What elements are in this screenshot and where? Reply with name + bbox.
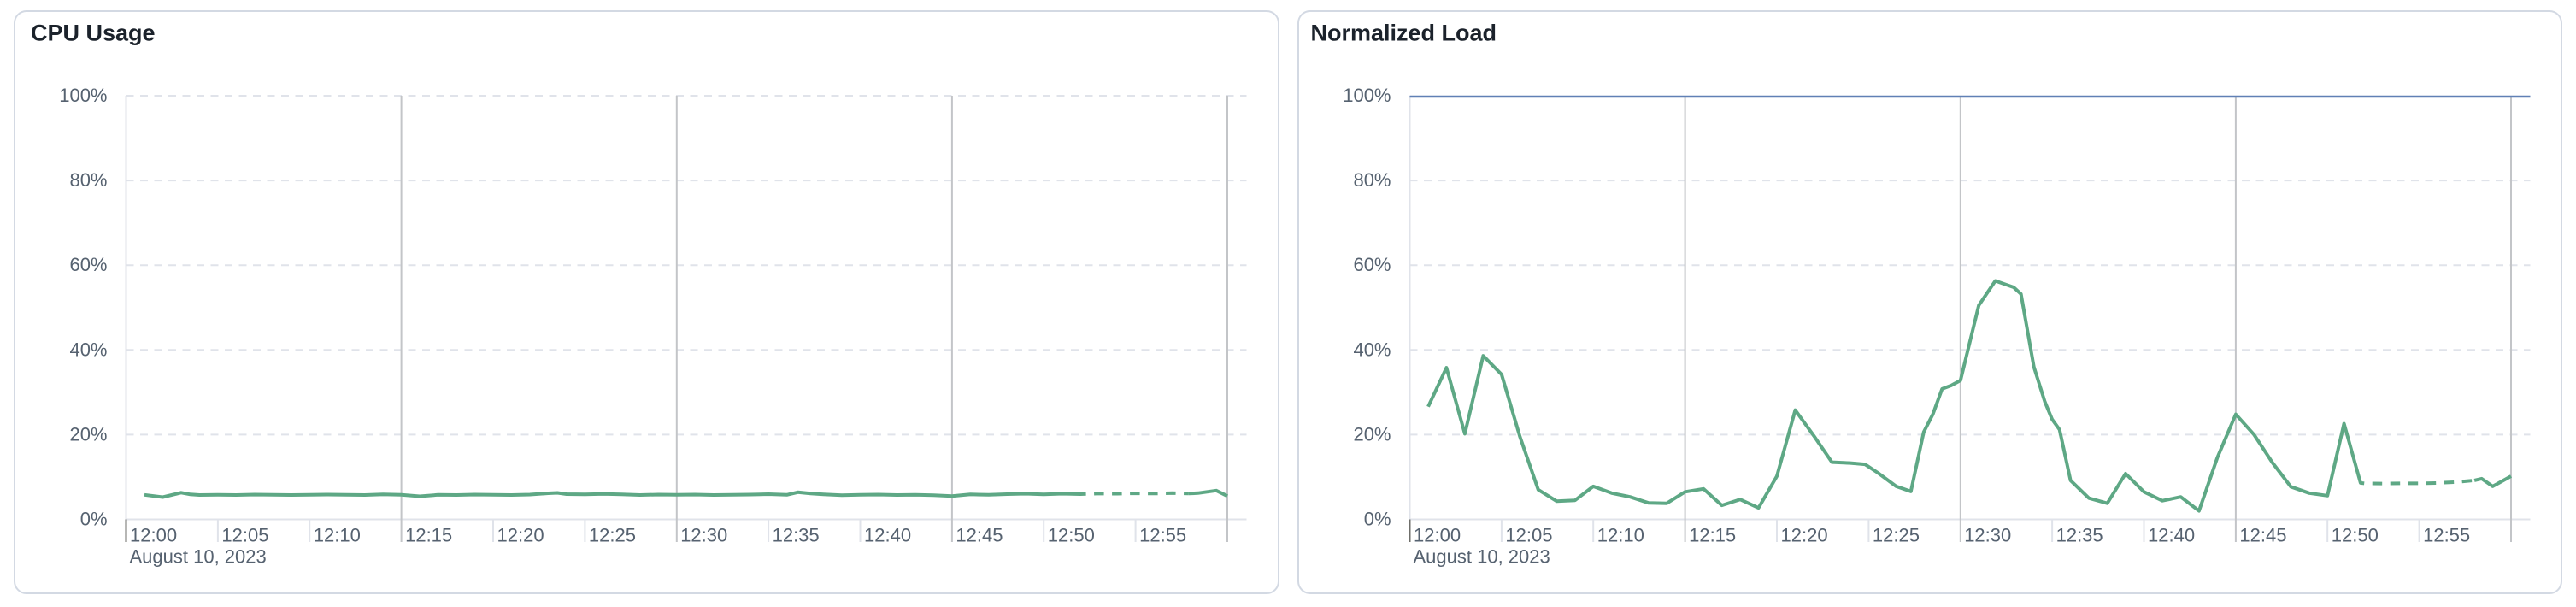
- svg-text:12:30: 12:30: [1964, 525, 2011, 546]
- svg-text:40%: 40%: [69, 339, 107, 360]
- svg-text:12:50: 12:50: [1048, 525, 1095, 546]
- svg-text:12:20: 12:20: [497, 525, 544, 546]
- svg-text:August 10, 2023: August 10, 2023: [130, 546, 267, 568]
- svg-text:12:40: 12:40: [2148, 525, 2195, 546]
- svg-text:0%: 0%: [1364, 509, 1391, 530]
- svg-text:12:00: 12:00: [130, 525, 177, 546]
- svg-text:12:55: 12:55: [1139, 525, 1186, 546]
- svg-text:80%: 80%: [1353, 169, 1391, 191]
- svg-text:20%: 20%: [1353, 423, 1391, 445]
- svg-text:August 10, 2023: August 10, 2023: [1414, 546, 1550, 568]
- svg-text:40%: 40%: [1353, 339, 1391, 360]
- svg-text:12:00: 12:00: [1414, 525, 1461, 546]
- svg-text:12:05: 12:05: [221, 525, 268, 546]
- svg-text:12:15: 12:15: [405, 525, 452, 546]
- svg-text:60%: 60%: [1353, 254, 1391, 275]
- svg-text:100%: 100%: [1343, 85, 1391, 106]
- svg-text:12:15: 12:15: [1689, 525, 1736, 546]
- svg-text:12:05: 12:05: [1505, 525, 1552, 546]
- svg-text:CPU Usage: CPU Usage: [31, 21, 156, 46]
- svg-text:12:20: 12:20: [1781, 525, 1828, 546]
- svg-text:12:55: 12:55: [2423, 525, 2470, 546]
- svg-text:12:25: 12:25: [589, 525, 636, 546]
- svg-text:12:10: 12:10: [1597, 525, 1644, 546]
- svg-text:12:35: 12:35: [773, 525, 820, 546]
- svg-text:12:25: 12:25: [1873, 525, 1920, 546]
- svg-text:20%: 20%: [69, 423, 107, 445]
- svg-text:60%: 60%: [69, 254, 107, 275]
- svg-text:12:45: 12:45: [2239, 525, 2286, 546]
- svg-text:Normalized Load: Normalized Load: [1311, 21, 1497, 46]
- svg-text:0%: 0%: [80, 509, 108, 530]
- svg-text:12:45: 12:45: [956, 525, 1003, 546]
- svg-text:12:40: 12:40: [864, 525, 911, 546]
- svg-text:100%: 100%: [59, 85, 107, 106]
- svg-text:80%: 80%: [69, 169, 107, 191]
- svg-text:12:10: 12:10: [314, 525, 361, 546]
- svg-text:12:50: 12:50: [2332, 525, 2379, 546]
- svg-text:12:35: 12:35: [2056, 525, 2103, 546]
- svg-text:12:30: 12:30: [680, 525, 727, 546]
